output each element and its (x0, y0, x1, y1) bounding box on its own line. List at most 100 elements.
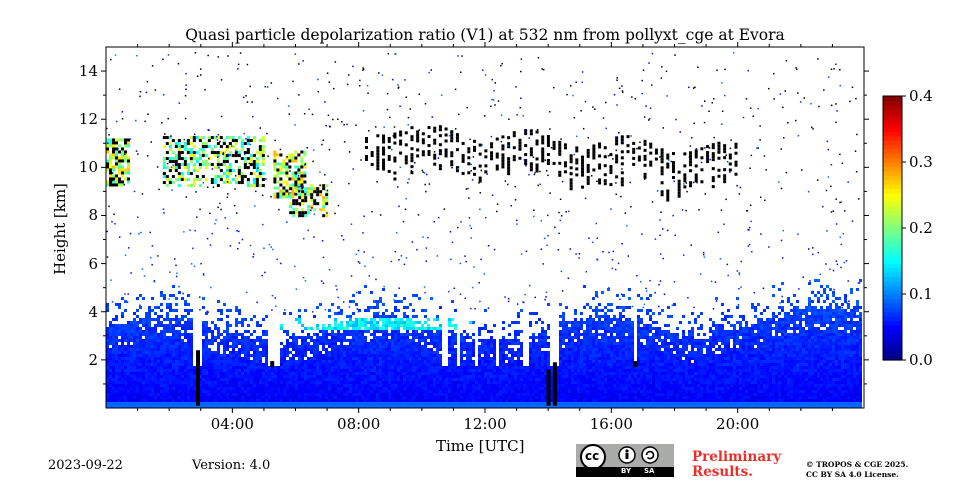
aerosol-cell (625, 366, 628, 369)
aerosol-cell (265, 339, 268, 342)
aerosol-cell (478, 345, 481, 348)
aerosol-cell (385, 402, 388, 405)
aerosol-cell (175, 339, 178, 342)
aerosol-cell (529, 366, 532, 369)
aerosol-cell (556, 387, 559, 390)
aerosol-cell (199, 384, 202, 387)
aerosol-cell (202, 306, 205, 309)
aerosol-cell (487, 363, 490, 366)
aerosol-cell (352, 366, 355, 369)
aerosol-cell (403, 393, 406, 396)
aerosol-cell (388, 318, 391, 321)
aerosol-cell (511, 402, 514, 405)
aerosol-cell (184, 333, 187, 336)
aerosol-cell (289, 387, 292, 390)
aerosol-cell (235, 321, 238, 324)
aerosol-cell (460, 360, 463, 363)
aerosol-cell (169, 381, 172, 384)
aerosol-cell (412, 375, 415, 378)
aerosol-cell (406, 384, 409, 387)
aerosol-cell (649, 336, 652, 339)
aerosol-cell (337, 339, 340, 342)
aerosol-cell (274, 390, 277, 393)
aerosol-cell (202, 327, 205, 330)
aerosol-cell (346, 351, 349, 354)
aerosol-cell (376, 375, 379, 378)
aerosol-cell (118, 372, 121, 375)
aerosol-cell (202, 348, 205, 351)
aerosol-cell (514, 339, 517, 342)
aerosol-cell (142, 342, 145, 345)
aerosol-cell (595, 324, 598, 327)
aerosol-cell (133, 345, 136, 348)
aerosol-cell (568, 354, 571, 357)
aerosol-cell (121, 393, 124, 396)
aerosol-cell (520, 390, 523, 393)
aerosol-cell (538, 351, 541, 354)
aerosol-cell (217, 345, 220, 348)
aerosol-cell (337, 354, 340, 357)
aerosol-cell (286, 405, 289, 408)
aerosol-cell (262, 339, 265, 342)
aerosol-cell (652, 312, 655, 315)
aerosol-cell (535, 402, 538, 405)
aerosol-cell (142, 387, 145, 390)
aerosol-cell (235, 333, 238, 336)
aerosol-cell (316, 306, 319, 309)
aerosol-cell (358, 339, 361, 342)
aerosol-cell (424, 390, 427, 393)
aerosol-cell (286, 399, 289, 402)
aerosol-cell (208, 375, 211, 378)
aerosol-cell (394, 363, 397, 366)
aerosol-cell (529, 369, 532, 372)
aerosol-cell (529, 348, 532, 351)
aerosol-cell (652, 381, 655, 384)
aerosol-cell (619, 351, 622, 354)
aerosol-cell (646, 312, 649, 315)
aerosol-cell (118, 396, 121, 399)
aerosol-cell (325, 339, 328, 342)
aerosol-cell (400, 369, 403, 372)
aerosol-cell (664, 402, 667, 405)
aerosol-cell (148, 360, 151, 363)
aerosol-cell (421, 384, 424, 387)
aerosol-cell (172, 345, 175, 348)
aerosol-cell (190, 402, 193, 405)
aerosol-cell (334, 390, 337, 393)
aerosol-cell (217, 300, 220, 303)
aerosol-cell (175, 351, 178, 354)
aerosol-cell (331, 378, 334, 381)
aerosol-cell (661, 390, 664, 393)
aerosol-cell (523, 396, 526, 399)
aerosol-cell (478, 405, 481, 408)
aerosol-cell (541, 351, 544, 354)
aerosol-cell (310, 393, 313, 396)
aerosol-cell (376, 390, 379, 393)
aerosol-cell (385, 399, 388, 402)
aerosol-cell (157, 306, 160, 309)
aerosol-cell (637, 384, 640, 387)
aerosol-cell (379, 300, 382, 303)
aerosol-cell (574, 387, 577, 390)
aerosol-cell (142, 360, 145, 363)
aerosol-cell (391, 387, 394, 390)
aerosol-cell (568, 366, 571, 369)
aerosol-cell (658, 357, 661, 360)
aerosol-cell (259, 396, 262, 399)
aerosol-cell (130, 369, 133, 372)
aerosol-cell (589, 351, 592, 354)
aerosol-cell (358, 366, 361, 369)
aerosol-cell (643, 372, 646, 375)
aerosol-cell (307, 393, 310, 396)
aerosol-cell (154, 327, 157, 330)
aerosol-cell (433, 387, 436, 390)
aerosol-cell (514, 390, 517, 393)
aerosol-cell (322, 405, 325, 408)
aerosol-cell (511, 396, 514, 399)
aerosol-cell (199, 375, 202, 378)
aerosol-cell (316, 381, 319, 384)
aerosol-cell (550, 375, 553, 378)
aerosol-cell (361, 372, 364, 375)
aerosol-cell (151, 369, 154, 372)
aerosol-cell (562, 366, 565, 369)
